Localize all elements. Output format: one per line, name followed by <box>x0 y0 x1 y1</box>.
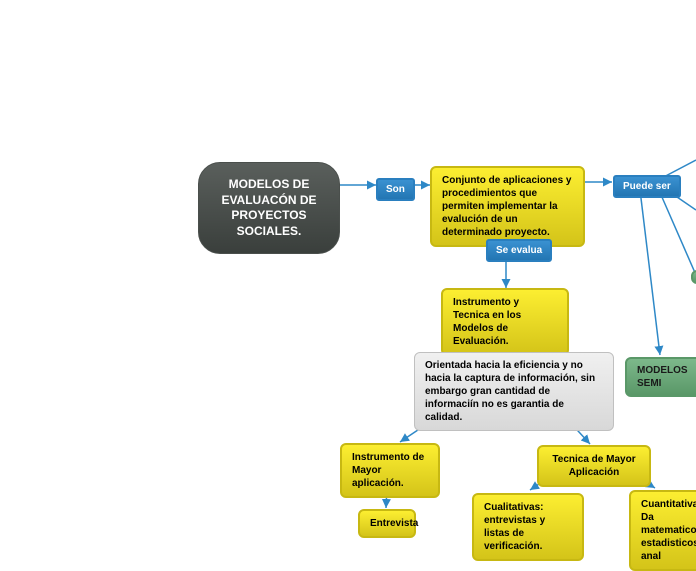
node-conjunto-label: Conjunto de aplicaciones y procedimiento… <box>442 175 571 238</box>
link-seevalua-label: Se evalua <box>496 245 542 256</box>
node-tecmayor-label: Tecnica de Mayor Aplicación <box>552 454 635 478</box>
node-offscreen-green <box>691 270 696 284</box>
node-entrevista[interactable]: Entrevista <box>358 509 416 538</box>
root-node[interactable]: MODELOS DE EVALUACÓN DE PROYECTOS SOCIAL… <box>198 162 340 254</box>
link-son-label: Son <box>386 184 405 195</box>
node-tecmayor[interactable]: Tecnica de Mayor Aplicación <box>537 445 651 487</box>
node-instrmayor[interactable]: Instrumento de Mayor aplicación. <box>340 443 440 498</box>
node-modsemi-label: MODELOS SEMI <box>637 365 688 389</box>
root-label: MODELOS DE EVALUACÓN DE PROYECTOS SOCIAL… <box>221 177 316 238</box>
node-orientada[interactable]: Orientada hacia la eficiencia y no hacia… <box>414 352 614 431</box>
link-puedeser-label: Puede ser <box>623 181 671 192</box>
link-seevalua[interactable]: Se evalua <box>486 239 552 262</box>
node-cualit-label: Cualitativas: entrevistas y listas de ve… <box>484 502 545 552</box>
node-instrmayor-label: Instrumento de Mayor aplicación. <box>352 452 424 489</box>
node-modsemi[interactable]: MODELOS SEMI <box>625 357 696 397</box>
node-conjunto[interactable]: Conjunto de aplicaciones y procedimiento… <box>430 166 585 247</box>
node-cuantit[interactable]: Cuantitativas: Da matematicos y estadist… <box>629 490 696 571</box>
node-instrum-label: Instrumento y Tecnica en los Modelos de … <box>453 297 521 347</box>
node-instrum[interactable]: Instrumento y Tecnica en los Modelos de … <box>441 288 569 356</box>
node-orientada-label: Orientada hacia la eficiencia y no hacia… <box>425 360 595 423</box>
node-cualit[interactable]: Cualitativas: entrevistas y listas de ve… <box>472 493 584 561</box>
connectors <box>0 0 696 520</box>
node-cuantit-label: Cuantitativas: Da matematicos y estadist… <box>641 499 696 562</box>
link-son[interactable]: Son <box>376 178 415 201</box>
link-puedeser[interactable]: Puede ser <box>613 175 681 198</box>
